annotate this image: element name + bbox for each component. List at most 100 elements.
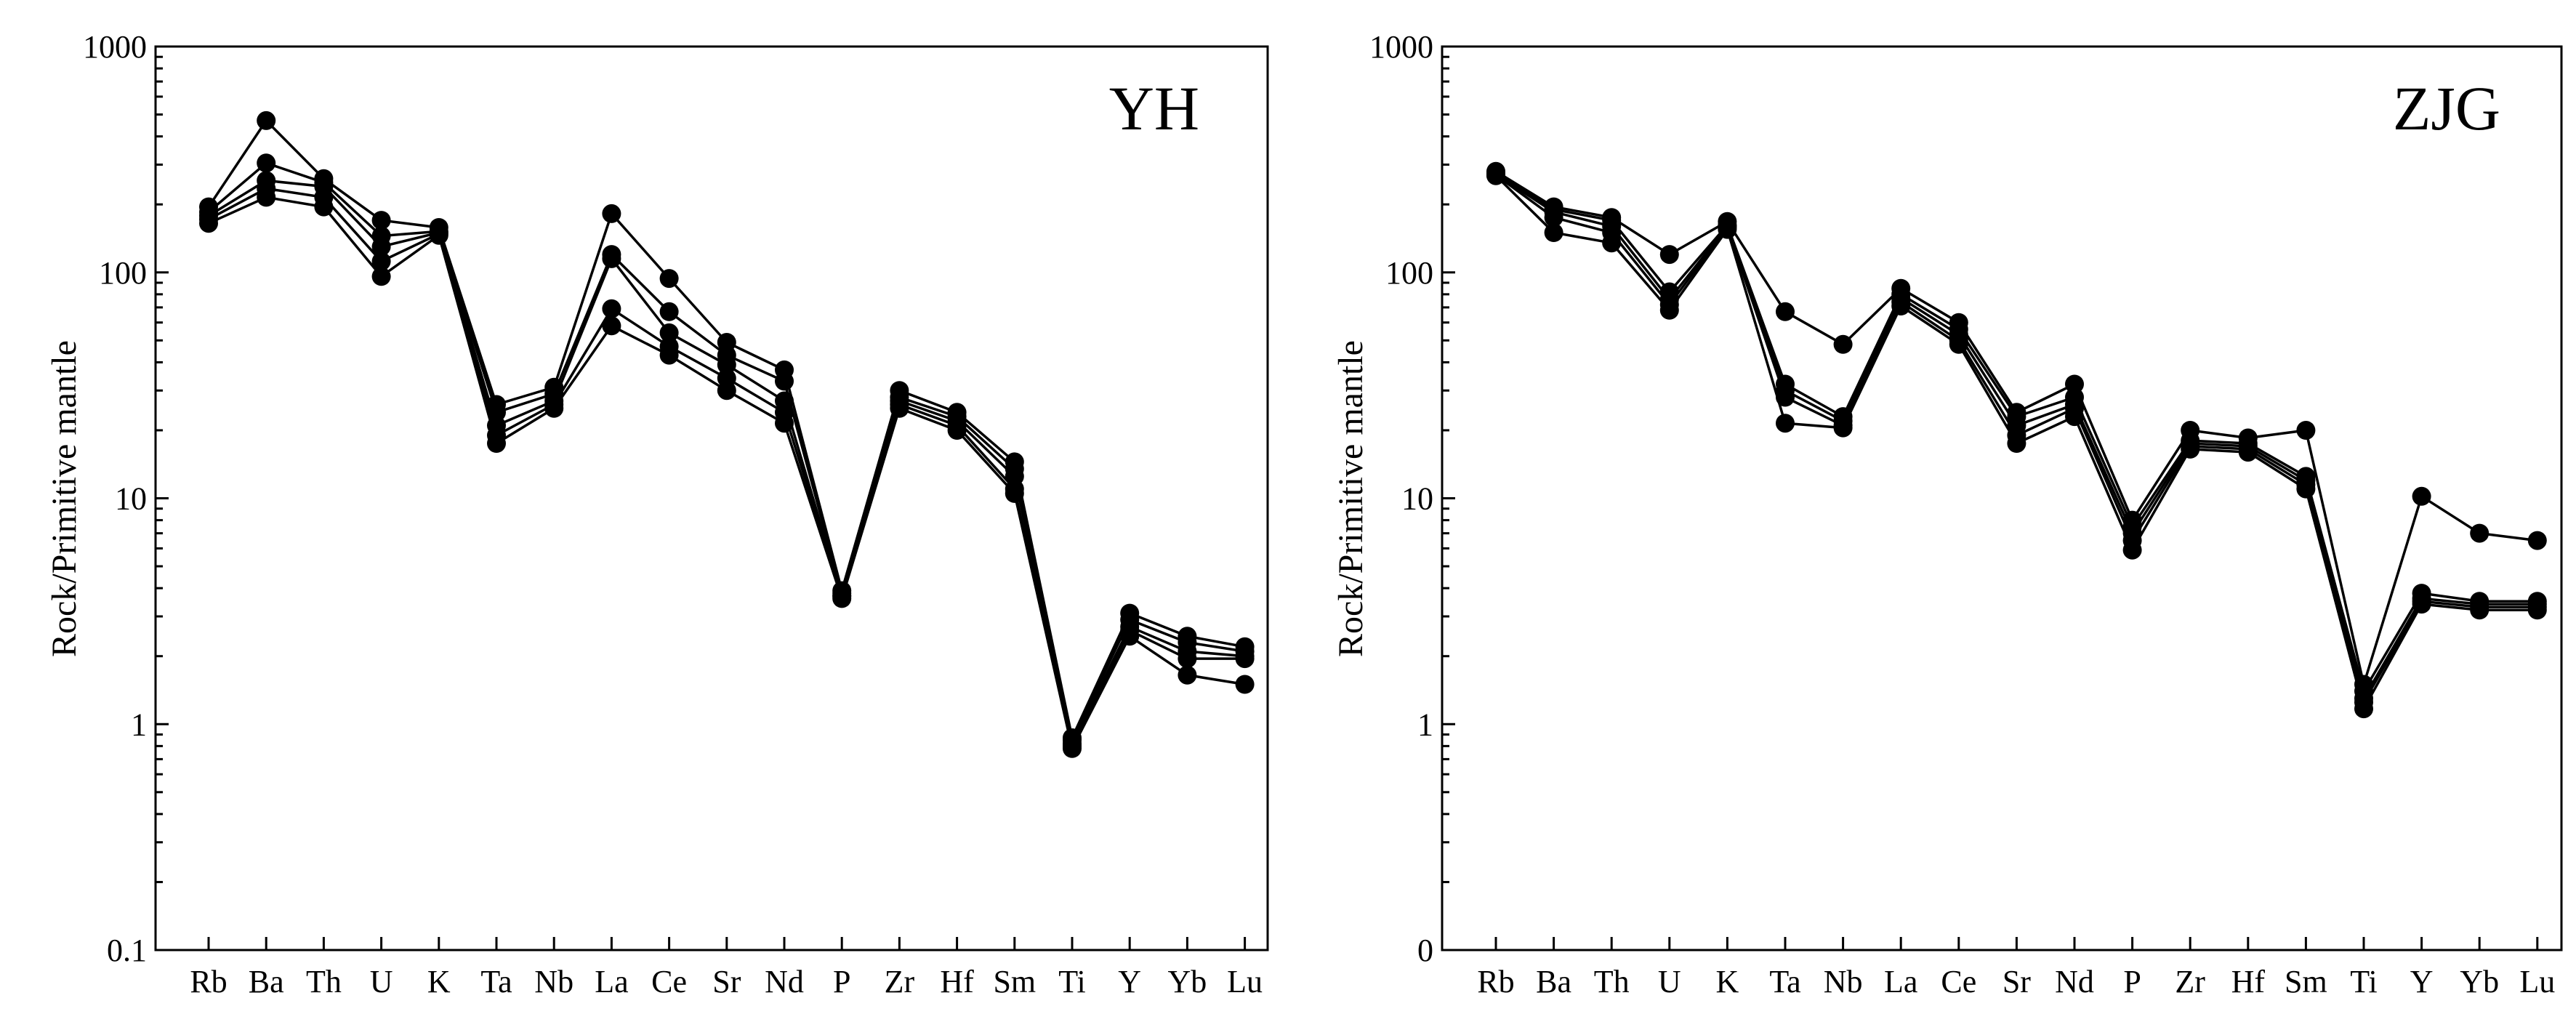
data-point: [602, 299, 621, 318]
data-point: [1486, 166, 1505, 185]
x-tick-label: Ti: [2350, 964, 2378, 999]
x-tick-label: Sm: [993, 964, 1036, 999]
data-point: [371, 211, 391, 230]
x-tick-label: P: [2123, 964, 2141, 999]
x-tick-label: Ta: [480, 964, 512, 999]
x-tick-label: Ba: [249, 964, 284, 999]
data-point: [257, 188, 276, 207]
data-point: [1659, 245, 1679, 265]
data-point: [1235, 675, 1255, 694]
x-tick-label: Ta: [1769, 964, 1800, 999]
x-tick-label: Th: [1594, 964, 1630, 999]
data-point: [199, 214, 218, 233]
data-point: [371, 267, 391, 286]
data-point: [2412, 595, 2431, 614]
x-tick-label: Zr: [2175, 964, 2205, 999]
data-point: [2470, 600, 2490, 620]
data-point: [1776, 302, 1795, 321]
x-tick-label: Yb: [2460, 964, 2499, 999]
chart-panel-yh: YH Rock/Primitive mantle 0.1 1 10 100 1000 R…: [45, 29, 1269, 999]
data-point: [659, 302, 679, 321]
data-point: [2527, 600, 2547, 620]
series-group: [1486, 161, 2547, 719]
data-point: [2238, 443, 2258, 462]
x-tick-label: La: [595, 964, 628, 999]
y-tick-label: 10: [1401, 481, 1433, 517]
y-tick-label: 1: [131, 707, 147, 742]
data-point: [2065, 407, 2084, 427]
data-point: [659, 323, 679, 342]
y-tick-label: 10: [115, 481, 147, 517]
y-tick-label: 100: [1385, 255, 1433, 291]
series-YH-1: [199, 110, 1255, 747]
chart-title: YH: [1109, 73, 1199, 143]
data-point: [602, 204, 621, 223]
data-point: [2354, 699, 2373, 719]
series-YH-5: [199, 188, 1255, 758]
x-tick-label: Yb: [1168, 964, 1207, 999]
data-point: [1949, 334, 1968, 354]
x-tick-label: Sm: [2285, 964, 2327, 999]
data-point: [1544, 223, 1563, 242]
x-tick-label: Y: [2410, 964, 2434, 999]
x-tick-label: K: [427, 964, 451, 999]
y-axis-ticks: 0 1 10 100 1000: [1369, 29, 1455, 968]
data-point: [2296, 421, 2316, 440]
x-tick-label: Lu: [1227, 964, 1263, 999]
y-axis-label: Rock/Primitive mantle: [1332, 340, 1370, 657]
x-tick-label: Lu: [2519, 964, 2555, 999]
x-tick-label: Hf: [2231, 964, 2266, 999]
x-tick-label: Nb: [534, 964, 573, 999]
series-line: [208, 196, 1245, 752]
plot-frame: [1441, 45, 2563, 951]
series-line: [208, 187, 1245, 750]
data-point: [2181, 439, 2200, 459]
data-point: [1776, 387, 1795, 407]
data-point: [2122, 540, 2142, 560]
x-tick-label: Nd: [2055, 964, 2094, 999]
data-point: [1063, 739, 1082, 758]
x-tick-label: Nb: [1824, 964, 1863, 999]
series-line: [207, 161, 1245, 744]
x-tick-label: Ce: [651, 964, 687, 999]
y-tick-label: 1: [1417, 707, 1433, 742]
series-ZJG-5: [1486, 166, 2547, 719]
data-point: [602, 249, 621, 268]
y-axis-label: Rock/Primitive mantle: [45, 340, 84, 657]
data-point: [1833, 418, 1853, 438]
data-point: [1544, 208, 1563, 228]
data-point: [429, 225, 448, 245]
y-tick-label: 0.1: [107, 933, 147, 968]
y-tick-label: 0: [1417, 933, 1433, 968]
data-point: [1178, 649, 1197, 669]
data-point: [1776, 414, 1795, 433]
data-point: [1891, 297, 1911, 315]
data-point: [257, 110, 276, 130]
x-axis-ticks: Rb Ba Th U K Ta Nb La Ce Sr Nd P Zr Hf Sm Ti Y Yb Lu: [190, 937, 1263, 999]
series-line: [207, 118, 1245, 742]
data-point: [602, 316, 621, 336]
x-tick-label: Ti: [1058, 964, 1086, 999]
x-tick-label: K: [1716, 964, 1739, 999]
data-point: [1659, 300, 1679, 320]
data-point: [1718, 220, 1737, 239]
series-YH-3: [199, 171, 1255, 753]
data-point: [832, 589, 852, 608]
data-point: [2412, 486, 2431, 506]
x-tick-label: Sr: [2003, 964, 2031, 999]
series-group: [199, 110, 1255, 758]
data-point: [775, 414, 794, 433]
x-tick-label: U: [1658, 964, 1681, 999]
data-point: [1833, 334, 1853, 354]
x-tick-label: Rb: [1477, 964, 1514, 999]
data-point: [314, 197, 334, 217]
data-point: [544, 398, 564, 418]
chart-title: ZJG: [2393, 73, 2500, 143]
data-point: [2470, 523, 2490, 543]
data-point: [717, 381, 736, 401]
data-point: [2527, 531, 2547, 550]
data-point: [1235, 649, 1255, 669]
data-point: [2007, 434, 2026, 453]
series-YH-4: [199, 179, 1255, 756]
